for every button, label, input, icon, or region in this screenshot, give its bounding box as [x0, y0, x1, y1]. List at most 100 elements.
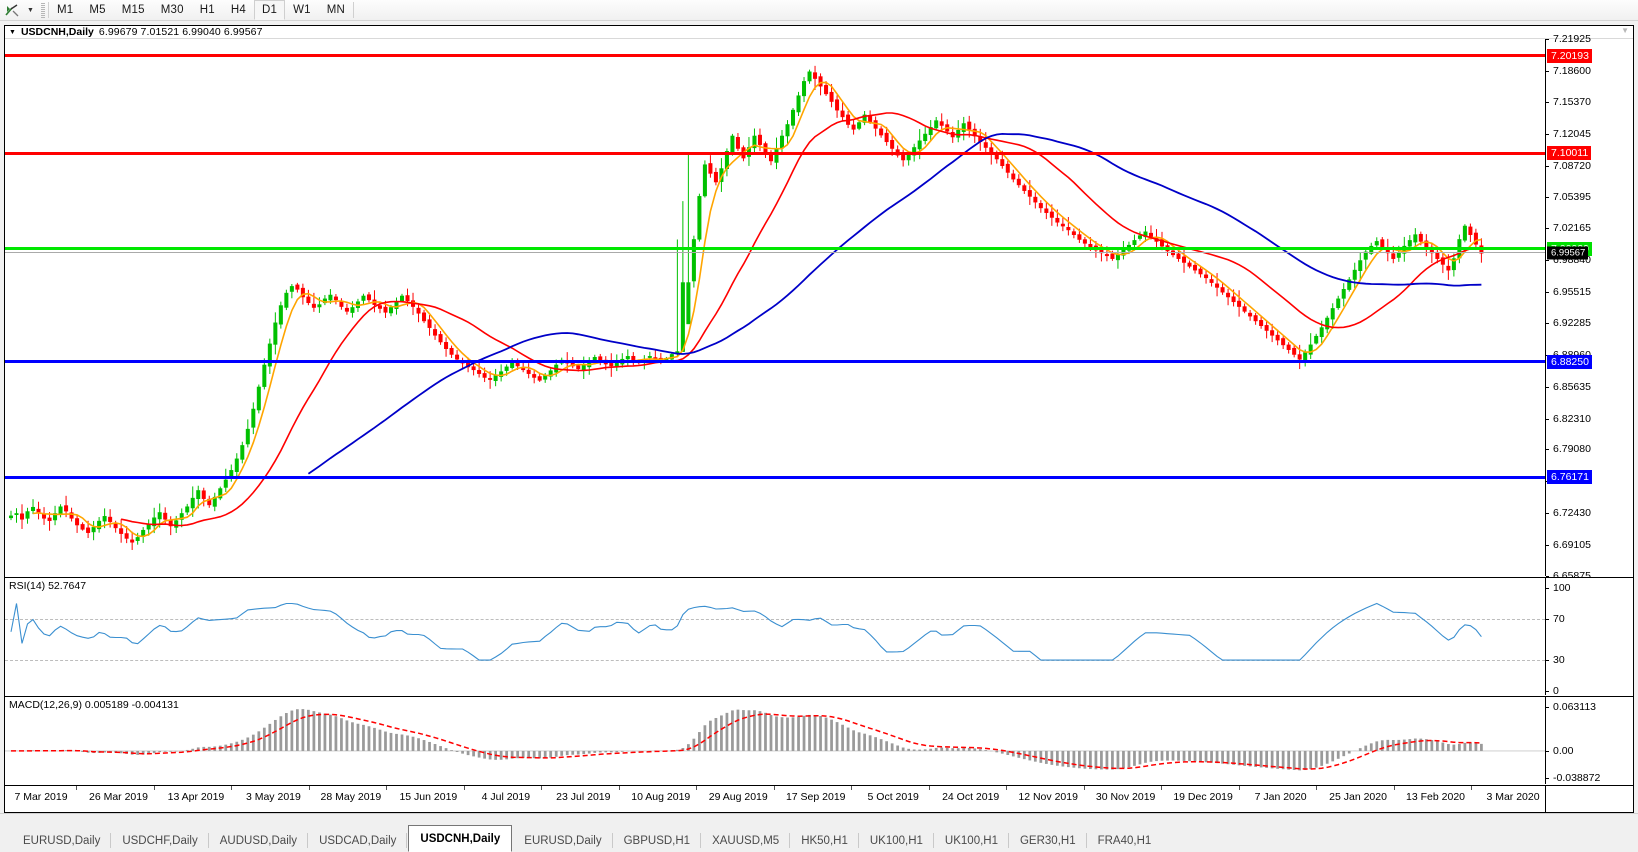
- price-tick-679080: 6.79080: [1546, 443, 1591, 455]
- date-tick-mark: [851, 786, 853, 790]
- chart-symbol-label: USDCNH,Daily: [20, 26, 94, 38]
- chart-tabbar: EURUSD,Daily USDCHF,Daily AUDUSD,Daily USDC…: [0, 813, 1638, 852]
- toolbar-divider: [48, 2, 49, 18]
- draw-tools-icon[interactable]: [0, 0, 24, 20]
- chart-tab-eurusd-daily-0[interactable]: EURUSD,Daily: [12, 829, 112, 852]
- macd-tick-0038872: -0.038872: [1546, 772, 1600, 784]
- rsi-line-series: [10, 602, 1482, 661]
- date-label-13: 12 Nov 2019: [1018, 791, 1078, 803]
- macd-series: [5, 709, 1545, 771]
- macd-pane[interactable]: MACD(12,26,9) 0.005189 -0.004131 0.06311…: [5, 696, 1633, 784]
- chart-tab-usdcad-daily-3[interactable]: USDCAD,Daily: [308, 829, 408, 852]
- chart-ohlc-values: 6.99679 7.01521 6.99040 6.99567: [98, 26, 263, 38]
- chart-tab-uk100-h1-10[interactable]: UK100,H1: [934, 829, 1010, 852]
- timeframe-m5[interactable]: M5: [89, 4, 106, 16]
- date-label-15: 19 Dec 2019: [1173, 791, 1233, 803]
- timeframe-mn[interactable]: MN: [326, 4, 346, 16]
- macd-tick-000: 0.00: [1546, 745, 1573, 757]
- date-label-1: 26 Mar 2019: [88, 791, 148, 803]
- rsi-plot-area[interactable]: [5, 578, 1545, 695]
- rsi-y-axis[interactable]: 100 70 30 0: [1545, 578, 1633, 697]
- support-line-688250[interactable]: [5, 360, 1545, 364]
- price-y-axis[interactable]: 7.21925 7.18600 7.15370 7.12045 7.08720 7.053…: [1545, 33, 1633, 582]
- chart-tab-hk50-h1-8[interactable]: HK50,H1: [790, 829, 859, 852]
- date-label-18: 13 Feb 2020: [1406, 791, 1465, 803]
- date-label-3: 3 May 2019: [245, 791, 301, 803]
- date-label-2: 13 Apr 2019: [167, 791, 225, 803]
- date-axis[interactable]: 7 Mar 2019 26 Mar 2019 13 Apr 2019 3 May 20…: [5, 785, 1633, 812]
- chart-tab-ger30-h1-11[interactable]: GER30,H1: [1009, 829, 1087, 852]
- date-tick-mark: [231, 786, 233, 790]
- date-label-12: 24 Oct 2019: [942, 791, 1000, 803]
- date-tick-mark: [153, 786, 155, 790]
- chart-tab-uk100-h1-9[interactable]: UK100,H1: [859, 829, 934, 852]
- price-tick-685635: 6.85635: [1546, 381, 1591, 393]
- chevron-down-icon[interactable]: ▼: [1621, 26, 1629, 35]
- price-tick-718600: 7.18600: [1546, 65, 1591, 77]
- date-tick-mark: [541, 786, 543, 790]
- timeframe-w1[interactable]: W1: [293, 4, 311, 16]
- chart-tab-usdchf-daily-1[interactable]: USDCHF,Daily: [111, 829, 210, 852]
- chart-tab-gbpusd-h1-6[interactable]: GBPUSD,H1: [613, 829, 702, 852]
- macd-plot-area[interactable]: [5, 697, 1545, 784]
- timeframe-toolbar: ▼ M1 M5 M15 M30 H1 H4 D1 W1 MN: [0, 0, 1638, 21]
- chart-tab-strip: EURUSD,Daily USDCHF,Daily AUDUSD,Daily USDC…: [12, 825, 1162, 852]
- bid-price-line-699567[interactable]: [5, 251, 1545, 253]
- current-price-line-700029[interactable]: [5, 247, 1545, 251]
- support-line-688250-label: 6.88250: [1547, 354, 1592, 369]
- macd-title: MACD(12,26,9) 0.005189 -0.004131: [9, 699, 182, 711]
- chart-quote-header: ▼ USDCNH,Daily 6.99679 7.01521 6.99040 6…: [5, 26, 1633, 39]
- support-line-676171[interactable]: [5, 475, 1545, 479]
- rsi-tick-70: 70: [1546, 613, 1565, 625]
- rsi-pane[interactable]: RSI(14) 52.7647 100 70 30 0: [5, 577, 1633, 697]
- timeframe-h1[interactable]: H1: [199, 4, 215, 16]
- resistance-line-710011[interactable]: [5, 151, 1545, 155]
- bid-price-line-699567-label: 6.99567: [1547, 246, 1589, 260]
- date-tick-mark: [1393, 786, 1395, 790]
- date-label-10: 17 Sep 2019: [785, 791, 846, 803]
- timeframe-h4[interactable]: H4: [230, 4, 246, 16]
- date-axis-labels: 7 Mar 2019 26 Mar 2019 13 Apr 2019 3 May 20…: [5, 786, 1545, 812]
- date-label-8: 10 Aug 2019: [631, 791, 691, 803]
- chart-tab-fra40-h1-12[interactable]: FRA40,H1: [1097, 834, 1152, 847]
- price-plot-area[interactable]: [5, 39, 1545, 576]
- chart-window[interactable]: ▼ USDCNH,Daily 6.99679 7.01521 6.99040 6…: [4, 25, 1634, 813]
- timeframe-m30[interactable]: M30: [160, 4, 184, 16]
- chart-tab-usdcnh-daily-4[interactable]: USDCNH,Daily: [408, 825, 513, 852]
- date-tick-mark: [463, 786, 465, 790]
- dropdown-arrow-icon[interactable]: ▼: [27, 6, 34, 14]
- timeframe-d1[interactable]: D1: [253, 0, 286, 20]
- date-tick-mark: [1316, 786, 1318, 790]
- macd-y-axis[interactable]: 0.063113 0.00 -0.038872: [1545, 697, 1633, 784]
- rsi-tick-30: 30: [1546, 654, 1565, 666]
- rsi-title: RSI(14) 52.7647: [9, 580, 90, 592]
- chart-tab-xauusd-m5-7[interactable]: XAUUSD,M5: [701, 829, 791, 852]
- toolbar-grip-icon[interactable]: [37, 0, 48, 20]
- resistance-line-720193[interactable]: [5, 54, 1545, 58]
- chart-tab-audusd-daily-2[interactable]: AUDUSD,Daily: [209, 829, 309, 852]
- price-tick-721925: 7.21925: [1546, 33, 1591, 45]
- date-tick-mark: [928, 786, 930, 790]
- date-label-0: 7 Mar 2019: [14, 791, 68, 803]
- date-tick-mark: [696, 786, 698, 790]
- timeframe-m1[interactable]: M1: [57, 4, 74, 16]
- price-tick-712045: 7.12045: [1546, 128, 1591, 140]
- timeframe-m15[interactable]: M15: [121, 4, 145, 16]
- date-label-6: 4 Jul 2019: [481, 791, 531, 803]
- date-tick-mark: [76, 786, 78, 790]
- price-tick-682310: 6.82310: [1546, 413, 1591, 425]
- chart-tab-eurusd-daily-5[interactable]: EURUSD,Daily: [513, 829, 613, 852]
- date-tick-mark: [1161, 786, 1163, 790]
- price-tick-672430: 6.72430: [1546, 507, 1591, 519]
- date-label-5: 15 Jun 2019: [399, 791, 458, 803]
- price-pane[interactable]: 7.21925 7.18600 7.15370 7.12045 7.08720 7.053…: [5, 33, 1633, 582]
- date-tick-mark: [1471, 786, 1472, 790]
- triangle-down-icon[interactable]: ▼: [9, 28, 16, 36]
- date-tick-mark: [386, 786, 388, 790]
- date-label-16: 7 Jan 2020: [1254, 791, 1307, 803]
- price-tick-695515: 6.95515: [1546, 286, 1591, 298]
- price-tick-669105: 6.69105: [1546, 539, 1591, 551]
- toolbar-empty-area: [354, 0, 1638, 20]
- macd-tick-0063113: 0.063113: [1546, 701, 1596, 713]
